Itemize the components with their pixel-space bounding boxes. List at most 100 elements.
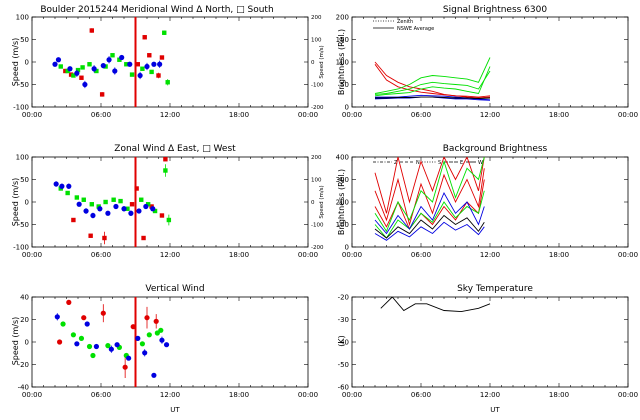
legend-label: Z bbox=[394, 160, 398, 166]
data-point bbox=[130, 324, 136, 330]
y-tick-label: 40 bbox=[20, 294, 29, 302]
y-axis-label: (K) bbox=[337, 335, 346, 347]
right-tick-label: -200 bbox=[311, 105, 324, 111]
data-point bbox=[129, 72, 135, 77]
plot-frame bbox=[31, 156, 309, 248]
series-line bbox=[374, 57, 491, 94]
data-point bbox=[65, 190, 70, 196]
y-tick-label: 400 bbox=[336, 154, 349, 162]
data-point bbox=[68, 72, 74, 77]
x-tick-label: 00:00 bbox=[342, 391, 362, 399]
right-tick-label: 0 bbox=[311, 60, 315, 66]
data-point bbox=[84, 321, 90, 327]
y-tick-label: 0 bbox=[345, 104, 349, 112]
data-point bbox=[74, 70, 80, 76]
series-line bbox=[374, 66, 491, 97]
data-point bbox=[163, 157, 168, 162]
right-tick-label: -100 bbox=[311, 83, 324, 89]
series-line bbox=[374, 168, 485, 227]
data-point bbox=[67, 66, 73, 72]
y-tick-label: 200 bbox=[336, 14, 349, 22]
zonal-wind-panel: Zonal Wind Δ East, □ West Speed (m/s) Sp… bbox=[11, 144, 325, 259]
x-axis-label: UT bbox=[490, 406, 500, 414]
data-point bbox=[82, 81, 88, 88]
legend-label-average: NSWE Average bbox=[397, 26, 434, 32]
x-tick-label: 06:00 bbox=[91, 391, 111, 399]
plot-frame bbox=[351, 156, 629, 248]
right-tick-label: -200 bbox=[311, 245, 324, 251]
x-tick-label: 18:00 bbox=[549, 111, 569, 119]
x-tick-label: 00:00 bbox=[618, 251, 638, 259]
data-point bbox=[90, 212, 96, 219]
data-point bbox=[152, 208, 158, 214]
data-point bbox=[80, 65, 85, 70]
y-tick-label: 50 bbox=[340, 81, 349, 89]
data-point bbox=[159, 337, 165, 343]
data-point bbox=[165, 80, 170, 85]
data-point bbox=[78, 335, 85, 341]
data-point bbox=[103, 199, 108, 205]
y-tick-label: 50 bbox=[20, 36, 29, 44]
data-point bbox=[60, 321, 66, 327]
data-point bbox=[91, 66, 97, 72]
y-tick-label: 20 bbox=[20, 316, 29, 324]
x-tick-label: 00:00 bbox=[298, 251, 318, 259]
data-point bbox=[128, 210, 134, 216]
data-point bbox=[162, 30, 167, 35]
series-line bbox=[374, 214, 485, 239]
x-tick-label: 00:00 bbox=[22, 391, 42, 399]
y-tick-label: -100 bbox=[13, 104, 29, 112]
x-axis-label: UT bbox=[170, 406, 180, 414]
data-point bbox=[54, 314, 60, 320]
data-point bbox=[63, 68, 68, 74]
legend-label-zenith: Zenith bbox=[397, 19, 413, 25]
data-point bbox=[66, 183, 72, 189]
data-point bbox=[52, 61, 58, 67]
data-point bbox=[66, 299, 72, 305]
y-axis-label: Brightness (Rel.) bbox=[337, 169, 346, 235]
plot-frame bbox=[31, 296, 309, 388]
data-point bbox=[70, 332, 76, 338]
chart-title: Sky Temperature bbox=[457, 284, 533, 294]
x-tick-label: 12:00 bbox=[160, 251, 180, 259]
data-point bbox=[151, 61, 157, 67]
data-point bbox=[106, 57, 112, 63]
x-tick-label: 00:00 bbox=[298, 391, 318, 399]
vertical-wind-panel: Vertical Wind Speed (m/s) UT 00:00 06:00 1… bbox=[11, 284, 318, 414]
chart-title: Signal Brightness 6300 bbox=[443, 5, 547, 15]
x-tick-label: 06:00 bbox=[411, 111, 431, 119]
data-point bbox=[65, 68, 70, 74]
data-point bbox=[117, 57, 122, 62]
data-point bbox=[113, 203, 119, 210]
data-point bbox=[126, 355, 132, 361]
data-point bbox=[142, 35, 147, 40]
data-point bbox=[142, 350, 148, 356]
data-point bbox=[118, 198, 123, 204]
data-point bbox=[112, 68, 118, 74]
y-axis-label: Speed (m/s) bbox=[11, 178, 20, 227]
data-point bbox=[111, 197, 116, 202]
y-tick-label: -30 bbox=[338, 316, 349, 324]
data-point bbox=[74, 341, 80, 347]
y-axis-label: Brightness (Rel.) bbox=[337, 29, 346, 95]
data-point bbox=[136, 208, 142, 214]
data-point bbox=[119, 54, 125, 61]
data-point bbox=[97, 206, 103, 212]
right-tick-label: 100 bbox=[311, 178, 322, 184]
data-point bbox=[137, 72, 143, 79]
data-point bbox=[163, 168, 168, 173]
data-point bbox=[75, 67, 81, 73]
y-tick-label: -50 bbox=[338, 361, 349, 369]
data-point bbox=[127, 61, 133, 67]
x-tick-label: 18:00 bbox=[229, 391, 249, 399]
x-tick-label: 00:00 bbox=[22, 251, 42, 259]
legend-label: N bbox=[416, 160, 420, 166]
legend-label: W bbox=[478, 160, 483, 166]
series-line bbox=[374, 221, 485, 241]
data-point bbox=[100, 310, 106, 316]
y-tick-label: -40 bbox=[18, 384, 29, 392]
series-line bbox=[374, 157, 485, 233]
data-point bbox=[135, 62, 140, 67]
x-tick-label: 12:00 bbox=[160, 391, 180, 399]
